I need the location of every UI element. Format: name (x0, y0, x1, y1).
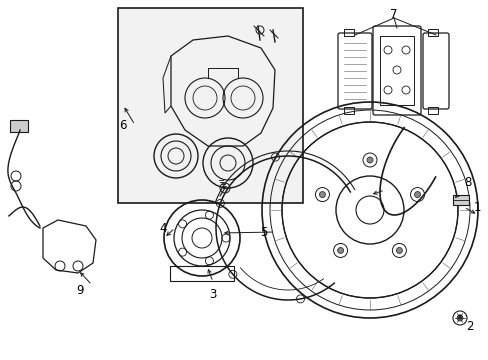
Text: 9: 9 (76, 284, 83, 297)
Bar (452, 195, 468, 205)
Bar (10, 120, 28, 132)
Circle shape (456, 315, 462, 321)
Circle shape (414, 192, 420, 198)
Circle shape (396, 247, 402, 253)
Text: 2: 2 (465, 320, 473, 333)
Circle shape (366, 157, 372, 163)
Bar (379, 36, 413, 105)
Text: 3: 3 (209, 288, 216, 302)
Bar (170, 266, 234, 281)
Bar (118, 8, 303, 203)
Bar (427, 29, 437, 36)
Text: 6: 6 (119, 118, 126, 131)
Text: 1: 1 (472, 201, 480, 213)
Bar (427, 107, 437, 114)
Text: 7: 7 (389, 8, 397, 21)
Circle shape (337, 247, 343, 253)
Circle shape (319, 192, 325, 198)
Text: 4: 4 (159, 221, 166, 234)
Text: 8: 8 (464, 176, 471, 189)
Text: 5: 5 (260, 225, 267, 239)
Bar (343, 107, 353, 114)
Bar (343, 29, 353, 36)
